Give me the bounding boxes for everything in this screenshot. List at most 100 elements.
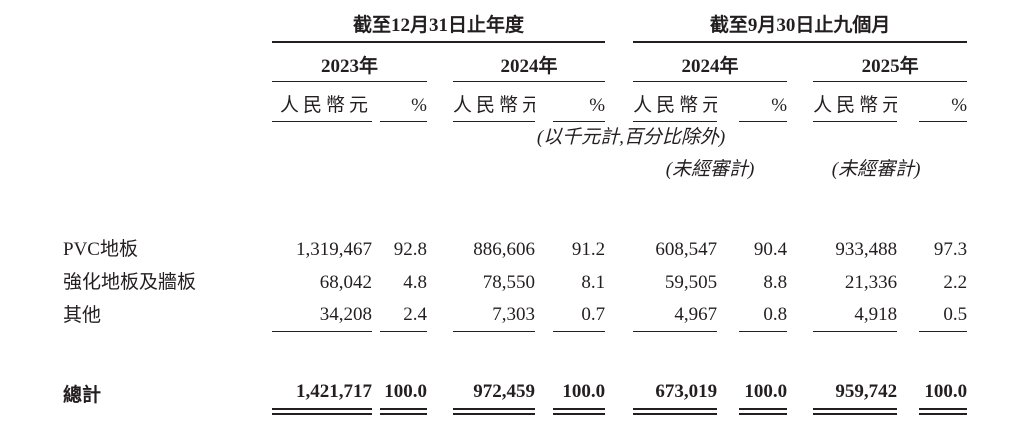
column-gap — [427, 370, 453, 412]
spacer — [63, 332, 967, 370]
value-cell: 0.7 — [553, 298, 606, 332]
year-2024-annual: 2024年 — [453, 42, 606, 82]
scale-note: (以千元計,百分比除外) — [536, 126, 726, 148]
empty-cell — [63, 153, 272, 185]
column-gap — [787, 233, 813, 266]
value-cell: 8.1 — [581, 271, 606, 293]
value-cell: 933,488 — [835, 238, 898, 260]
column-gap — [372, 299, 380, 332]
row-label: 其他 — [63, 304, 102, 326]
column-gap — [427, 81, 453, 121]
value-cell: 90.4 — [753, 238, 788, 260]
column-gap — [787, 370, 813, 412]
unit-pct-2025: % — [919, 81, 968, 122]
value-cell: 78,550 — [482, 271, 535, 293]
column-gap — [717, 370, 739, 412]
empty-cell — [63, 121, 272, 153]
empty-cell — [272, 121, 453, 153]
column-gap — [717, 81, 739, 121]
row-label: PVC地板 — [63, 238, 138, 260]
period-group-header-row: 截至12月31日止年度 截至9月30日止九個月 — [63, 0, 968, 43]
column-gap — [427, 299, 453, 332]
column-gap — [605, 266, 633, 299]
column-gap — [897, 266, 919, 299]
column-gap — [897, 299, 919, 332]
column-gap — [897, 233, 919, 266]
year-2025: 2025年 — [813, 42, 968, 82]
spacer-row — [63, 185, 967, 233]
spacer-row — [63, 332, 967, 370]
table-row-pvc-flooring: PVC地板 1,319,467 92.8 886,606 91.2 608,54… — [63, 233, 967, 266]
column-gap — [535, 299, 553, 332]
unit-pct-2024-9m: % — [739, 81, 788, 122]
total-value-cell: 100.0 — [380, 369, 427, 415]
year-2023: 2023年 — [272, 42, 427, 82]
column-gap — [787, 42, 813, 81]
period-group-nine-months: 截至9月30日止九個月 — [633, 0, 968, 43]
value-cell: 0.5 — [919, 298, 968, 332]
column-gap — [717, 266, 739, 299]
column-gap — [427, 233, 453, 266]
value-cell: 1,319,467 — [296, 238, 372, 260]
value-cell: 92.8 — [393, 238, 427, 260]
table-row-total: 總計 1,421,717 100.0 972,459 100.0 673,019… — [63, 369, 968, 415]
unit-rmb-2024-9m: 人民幣元 — [633, 81, 718, 122]
unit-rmb-2025: 人民幣元 — [813, 81, 898, 122]
revenue-breakdown-table: 截至12月31日止年度 截至9月30日止九個月 2023年 2024年 2024… — [63, 0, 968, 415]
unaudited-note-row: (未經審計) (未經審計) — [63, 153, 967, 185]
unaudited-note-2024-9m: (未經審計) — [665, 158, 755, 180]
column-gap — [897, 370, 919, 412]
value-cell: 608,547 — [655, 238, 718, 260]
value-cell: 68,042 — [319, 271, 372, 293]
table-row-laminate-wall-panels: 強化地板及牆板 68,042 4.8 78,550 8.1 59,505 8.8… — [63, 266, 967, 299]
column-gap — [605, 299, 633, 332]
value-cell: 7,303 — [453, 298, 535, 332]
value-cell: 4.8 — [403, 271, 427, 293]
empty-cell — [787, 121, 967, 153]
empty-cell — [63, 0, 272, 42]
value-cell: 59,505 — [664, 271, 718, 293]
spacer — [63, 185, 967, 233]
column-gap — [605, 233, 633, 266]
column-gap — [605, 81, 633, 121]
unit-pct-2023: % — [380, 81, 427, 122]
total-value-cell: 1,421,717 — [272, 369, 372, 415]
total-value-cell: 100.0 — [553, 369, 606, 415]
value-cell: 97.3 — [933, 238, 968, 260]
column-gap — [897, 81, 919, 121]
scale-note-row: (以千元計,百分比除外) — [63, 121, 967, 153]
empty-cell — [63, 42, 272, 81]
year-header-row: 2023年 2024年 2024年 2025年 — [63, 42, 968, 82]
column-gap — [717, 233, 739, 266]
unit-pct-2024fy: % — [553, 81, 606, 122]
empty-cell — [272, 153, 633, 185]
value-cell: 4,967 — [633, 298, 718, 332]
column-gap — [535, 370, 553, 412]
table-row-others: 其他 34,208 2.4 7,303 0.7 4,967 0.8 4,918 … — [63, 298, 968, 332]
value-cell: 8.8 — [763, 271, 788, 293]
total-value-cell: 100.0 — [739, 369, 788, 415]
total-value-cell: 972,459 — [453, 369, 535, 415]
value-cell: 2.4 — [380, 298, 427, 332]
column-gap — [787, 266, 813, 299]
column-gap — [787, 153, 813, 185]
unit-header-row: 人民幣元 % 人民幣元 % 人民幣元 % 人民幣元 % — [63, 81, 968, 122]
column-gap — [535, 81, 553, 121]
total-value-cell: 959,742 — [813, 369, 898, 415]
value-cell: 886,606 — [473, 238, 535, 260]
value-cell: 4,918 — [813, 298, 898, 332]
column-gap — [372, 266, 380, 299]
column-gap — [427, 42, 453, 81]
unit-rmb-2023: 人民幣元 — [272, 81, 372, 122]
value-cell: 2.2 — [943, 271, 968, 293]
value-cell: 91.2 — [571, 238, 606, 260]
value-cell: 34,208 — [272, 298, 372, 332]
column-gap — [787, 81, 813, 121]
column-gap — [372, 370, 380, 412]
column-gap — [372, 81, 380, 121]
column-gap — [605, 42, 633, 81]
column-gap — [787, 299, 813, 332]
column-gap — [717, 299, 739, 332]
unit-rmb-2024fy: 人民幣元 — [453, 81, 535, 122]
